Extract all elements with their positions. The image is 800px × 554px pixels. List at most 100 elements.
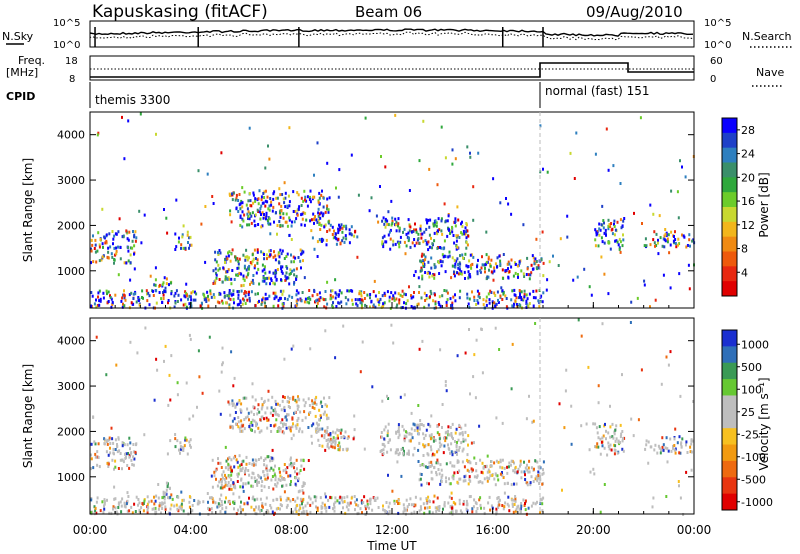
velocity-echo-pixel [345, 505, 348, 509]
power-echo-pixel [282, 197, 285, 201]
power-echo-pixel [227, 276, 230, 280]
velocity-echo-pixel [325, 431, 328, 435]
power-echo-pixel [456, 205, 459, 209]
velocity-echo-pixel [373, 498, 376, 502]
power-echo-pixel [594, 244, 597, 248]
power-echo-pixel [636, 296, 639, 300]
power-echo-pixel [241, 217, 244, 221]
power-echo-pixel [471, 262, 474, 266]
power-echo-pixel [421, 277, 424, 281]
power-echo-pixel [327, 208, 330, 212]
power-echo-pixel [90, 291, 93, 294]
velocity-echo-pixel [451, 422, 454, 426]
power-echo-pixel [142, 296, 144, 300]
velocity-echo-pixel [386, 450, 389, 454]
power-echo-pixel [290, 238, 293, 241]
velocity-echo-pixel [486, 470, 489, 474]
velocity-echo-pixel [114, 459, 117, 463]
power-echo-pixel [378, 303, 380, 307]
velocity-echo-pixel [257, 507, 260, 511]
power-echo-pixel [105, 239, 108, 243]
power-echo-pixel [594, 152, 597, 156]
velocity-echo-pixel [477, 480, 480, 484]
power-echo-pixel [426, 271, 429, 275]
velocity-echo-pixel [502, 476, 505, 479]
power-echo-pixel [576, 275, 579, 279]
velocity-echo-pixel [433, 453, 436, 457]
velocity-echo-pixel [219, 412, 222, 416]
power-echo-pixel [512, 274, 515, 278]
power-echo-pixel [466, 243, 469, 247]
power-echo-pixel [185, 305, 188, 309]
velocity-echo-pixel [261, 405, 264, 409]
power-echo-pixel [304, 211, 307, 215]
power-echo-pixel [286, 297, 289, 301]
velocity-echo-pixel [248, 462, 251, 465]
power-echo-pixel [200, 301, 203, 305]
power-echo-pixel [204, 260, 207, 264]
power-echo-pixel [107, 256, 110, 260]
velocity-echo-pixel [277, 414, 280, 418]
power-echo-pixel [309, 200, 312, 204]
velocity-echo-pixel [435, 509, 438, 513]
velocity-echo-pixel [460, 441, 463, 445]
velocity-echo-pixel [315, 421, 318, 425]
velocity-echo-pixel [417, 460, 420, 463]
power-echo-pixel [114, 293, 117, 297]
velocity-echo-pixel [273, 511, 276, 515]
power-echo-pixel [281, 271, 284, 275]
power-echo-pixel [246, 258, 249, 262]
power-echo-pixel [279, 223, 282, 227]
power-echo-pixel [520, 269, 523, 273]
power-echo-pixel [301, 249, 304, 253]
power-echo-pixel [491, 300, 494, 304]
velocity-echo-pixel [246, 415, 249, 419]
velocity-echo-pixel [153, 502, 156, 506]
velocity-echo-pixel [513, 461, 515, 465]
power-echo-pixel [243, 190, 246, 194]
velocity-echo-pixel [401, 424, 404, 428]
power-echo-pixel [106, 255, 109, 259]
velocity-echo-pixel [601, 322, 604, 326]
power-echo-pixel [109, 294, 111, 298]
velocity-echo-pixel [101, 500, 104, 504]
power-echo-pixel [226, 294, 229, 298]
velocity-echo-pixel [160, 503, 163, 507]
velocity-echo-pixel [383, 509, 386, 512]
velocity-echo-pixel [311, 402, 314, 406]
power-echo-pixel [284, 220, 287, 224]
power-echo-pixel [441, 253, 444, 257]
power-echo-pixel [542, 291, 545, 295]
velocity-echo-pixel [174, 437, 177, 441]
power-echo-pixel [465, 246, 468, 250]
velocity-echo-pixel [448, 511, 451, 515]
power-echo-pixel [313, 195, 316, 199]
power-echo-pixel [268, 217, 271, 221]
power-echo-pixel [366, 293, 369, 297]
beam-title: Beam 06 [355, 3, 422, 21]
power-echo-pixel [448, 254, 451, 258]
power-echo-pixel [469, 253, 472, 257]
velocity-echo-pixel [475, 462, 478, 465]
power-echo-pixel [656, 241, 659, 245]
velocity-echo-pixel [327, 438, 330, 442]
velocity-echo-pixel [428, 434, 431, 438]
power-echo-pixel [206, 296, 209, 300]
power-echo-pixel [251, 259, 254, 263]
velocity-echo-pixel [464, 474, 467, 478]
power-echo-pixel [189, 243, 192, 247]
power-echo-pixel [471, 290, 473, 294]
velocity-echo-pixel [438, 509, 441, 512]
power-echo-pixel [129, 246, 132, 250]
freq-nave-traces [90, 62, 694, 78]
power-echo-pixel [327, 210, 330, 214]
power-echo-pixel [134, 292, 137, 296]
power-echo-pixel [481, 263, 484, 267]
velocity-echo-pixel [112, 505, 115, 509]
power-echo-pixel [449, 297, 452, 301]
power-echo-pixel [494, 304, 497, 308]
velocity-echo-pixel [297, 395, 299, 399]
power-echo-pixel [97, 291, 100, 295]
velocity-echo-pixel [227, 400, 230, 404]
power-echo-pixel [682, 234, 685, 238]
